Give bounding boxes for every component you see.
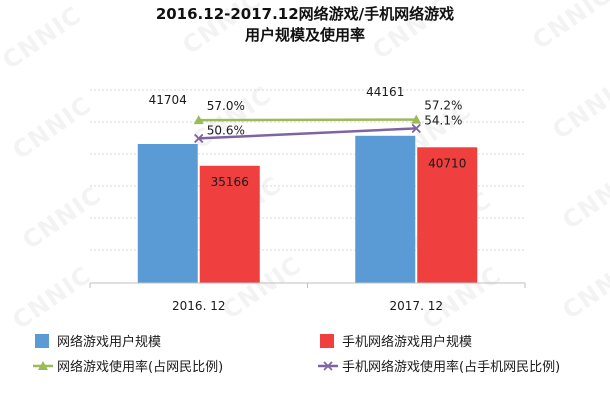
legend-label: 手机网络游戏用户规模: [342, 334, 472, 350]
bar-value-label: 41704: [149, 93, 187, 107]
line-marker-triangle: [411, 114, 422, 124]
watermark-text: CNNIC: [557, 161, 610, 235]
legend-item: 网络游戏用户规模: [35, 334, 161, 350]
bar-online-game-1: [355, 135, 416, 283]
line-mobile-usage: [198, 127, 417, 140]
x-axis: 2016. 12 2017. 12: [89, 282, 526, 313]
line-marker-x: [411, 123, 421, 134]
bar-value-label: 40710: [428, 156, 466, 170]
data-labels: 41704 35166 44161 40710 57.0% 57.2% 50.6% 54.1%: [149, 85, 467, 189]
line-marker-x: [194, 133, 204, 144]
bar-mobile-game-1: [417, 147, 478, 283]
legend-marker-triangle: [38, 361, 48, 370]
x-tick-label: 2016. 12: [172, 299, 225, 313]
watermark-text: CNNIC: [557, 251, 610, 325]
watermark-layer: CNNICCNNICCNNICCNNICCNNICCNNICCNNICCNNIC…: [0, 0, 610, 335]
watermark-text: CNNIC: [0, 1, 87, 75]
watermark-text: CNNIC: [547, 71, 610, 145]
line-marker-triangle: [193, 115, 204, 125]
usage-lines: [193, 114, 422, 144]
usage-rate-label: 57.0%: [207, 99, 245, 113]
legend-marker-x: [323, 361, 333, 371]
legend-swatch: [320, 334, 334, 348]
legend-label: 网络游戏使用率(占网民比例): [57, 359, 223, 375]
bar-online-game-0: [137, 143, 198, 283]
legend-swatch: [35, 334, 49, 348]
x-tick-label: 2017. 12: [390, 299, 443, 313]
watermark-text: CNNIC: [7, 91, 96, 165]
legend-item: 手机网络游戏使用率(占手机网民比例): [318, 359, 560, 375]
usage-rate-label: 50.6%: [207, 123, 245, 137]
bars: [137, 135, 478, 283]
legend-item: 网络游戏使用率(占网民比例): [33, 359, 223, 375]
chart-title-line2: 用户规模及使用率: [245, 26, 365, 44]
legend-label: 网络游戏用户规模: [57, 334, 161, 350]
watermark-text: CNNIC: [7, 261, 96, 335]
line-online-usage: [198, 118, 417, 122]
chart-title-line1: 2016.12-2017.12网络游戏/手机网络游戏: [156, 5, 454, 23]
bar-value-label: 35166: [211, 175, 249, 189]
watermark-text: CNNIC: [187, 81, 276, 155]
legend-label: 手机网络游戏使用率(占手机网民比例): [342, 359, 560, 375]
usage-rate-label: 57.2%: [424, 99, 462, 113]
usage-rate-label: 54.1%: [424, 113, 462, 127]
bar-mobile-game-0: [199, 165, 260, 283]
legend-item: 手机网络游戏用户规模: [320, 334, 472, 350]
watermark-text: CNNIC: [527, 0, 610, 55]
bar-value-label: 44161: [366, 85, 404, 99]
watermark-text: CNNIC: [17, 181, 106, 255]
